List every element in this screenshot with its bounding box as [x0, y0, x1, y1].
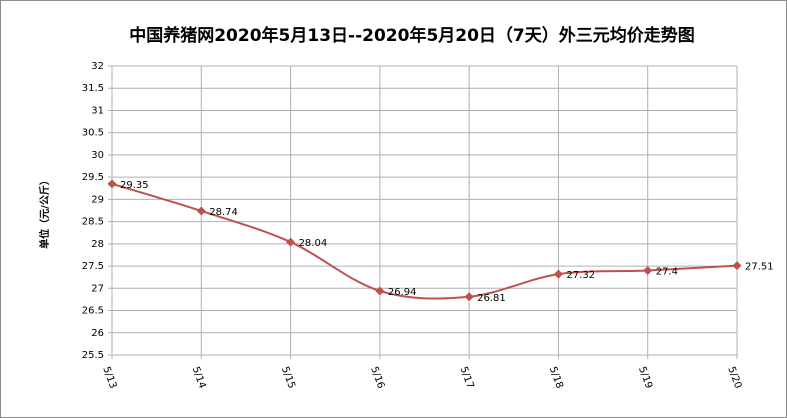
- y-tick-label: 32: [91, 61, 104, 72]
- y-tick-label: 26.5: [82, 306, 104, 317]
- chart-title: 中国养猪网2020年5月13日--2020年5月20日（7天）外三元均价走势图: [129, 25, 695, 46]
- y-tick-label: 30: [91, 150, 104, 161]
- marker: [732, 261, 742, 271]
- y-tick-label: 25.5: [82, 350, 104, 361]
- data-label: 27.32: [566, 270, 595, 281]
- y-tick-label: 28: [91, 239, 104, 250]
- y-tick-label: 27: [91, 283, 104, 294]
- marker: [107, 179, 117, 189]
- marker: [643, 266, 653, 276]
- marker: [464, 292, 474, 302]
- line: [111, 182, 738, 300]
- y-tick-label: 28.5: [82, 217, 104, 228]
- marker: [196, 206, 206, 216]
- marker: [286, 237, 296, 247]
- y-tick-label: 30.5: [82, 128, 104, 139]
- data-label: 29.35: [120, 180, 149, 191]
- y-tick-label: 27.5: [82, 261, 104, 272]
- marker: [375, 286, 385, 296]
- data-label: 28.74: [209, 207, 238, 218]
- data-label: 26.94: [388, 287, 417, 298]
- data-label: 28.04: [299, 238, 328, 249]
- y-axis-label: 单位（元/公斤）: [38, 175, 51, 249]
- data-label: 27.4: [656, 267, 678, 278]
- y-tick-label: 29.5: [82, 172, 104, 183]
- marker: [553, 269, 563, 279]
- y-tick-label: 31.5: [82, 83, 104, 94]
- y-tick-label: 29: [91, 194, 104, 205]
- y-tick-label: 26: [91, 328, 104, 339]
- data-label: 27.51: [745, 262, 774, 273]
- data-label: 26.81: [477, 293, 506, 304]
- y-tick-label: 31: [91, 105, 104, 116]
